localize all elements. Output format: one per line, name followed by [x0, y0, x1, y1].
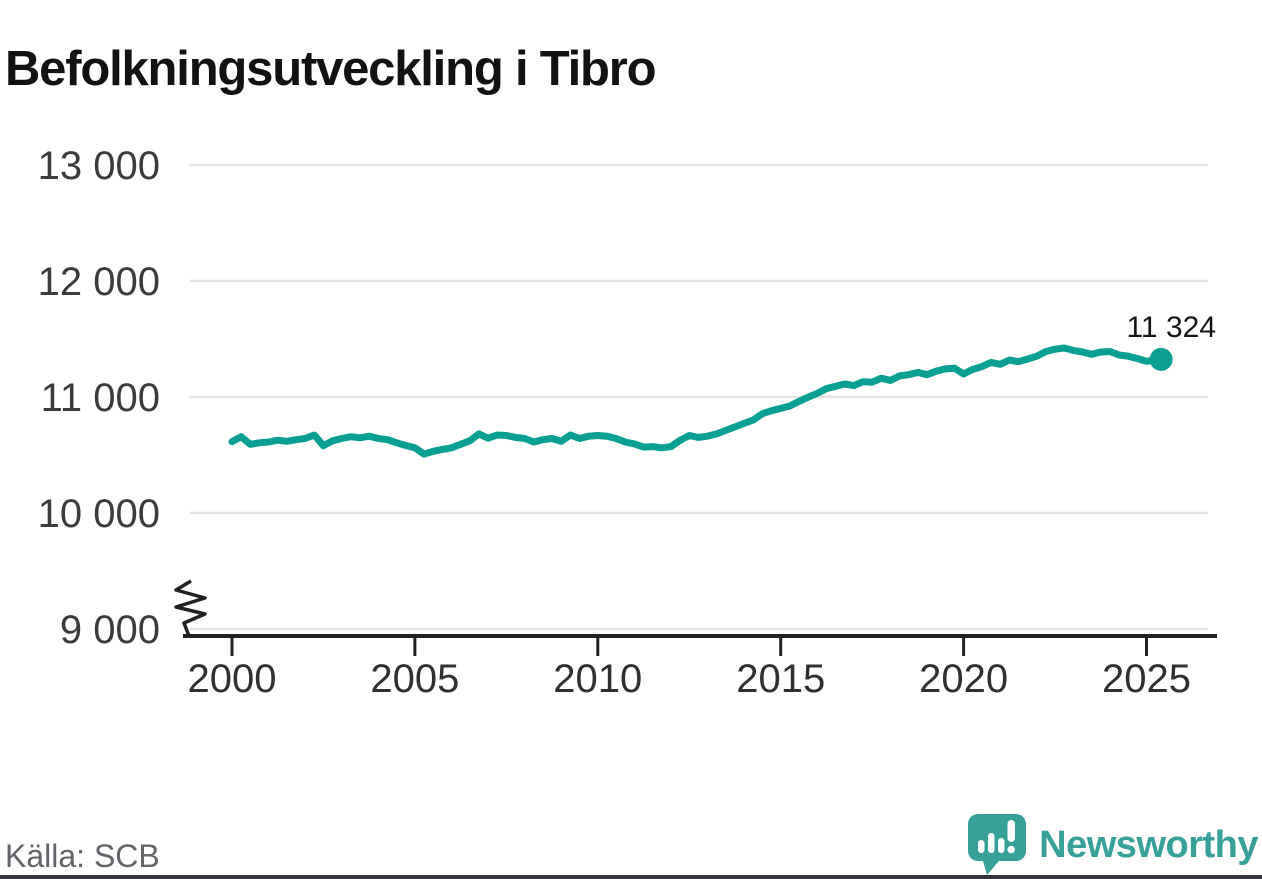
y-tick-label: 10 000 — [38, 492, 160, 536]
source-note: Källa: SCB — [5, 838, 160, 874]
x-tick-label: 2025 — [1102, 657, 1191, 701]
x-axis-labels: 2000 2005 2010 2015 2020 2025 — [188, 657, 1191, 701]
y-tick-label: 13 000 — [38, 144, 160, 188]
y-tick-label: 9 000 — [60, 608, 160, 652]
x-tick-label: 2015 — [736, 657, 825, 701]
bottom-border — [0, 875, 1262, 879]
axis-break-zigzag-icon — [174, 579, 207, 637]
x-tick-label: 2005 — [370, 657, 459, 701]
x-tick-label: 2000 — [188, 657, 277, 701]
end-point-label: 11 324 — [1126, 311, 1216, 344]
x-axis-tick-marks — [230, 637, 1148, 656]
newsworthy-wordmark: Newsworthy — [1039, 823, 1258, 866]
x-tick-label: 2020 — [919, 657, 1008, 701]
population-line — [228, 344, 1165, 458]
y-tick-label: 11 000 — [41, 376, 160, 420]
page-title: Befolkningsutveckling i Tibro — [5, 41, 657, 96]
y-tick-label: 12 000 — [38, 260, 160, 304]
y-axis-labels: 13 000 12 000 11 000 10 000 9 000 — [38, 144, 160, 652]
x-tick-label: 2010 — [553, 657, 642, 701]
newsworthy-logo: Newsworthy — [968, 814, 1258, 876]
end-point-dot — [1149, 347, 1173, 371]
gridlines — [190, 163, 1208, 631]
bar-chart-speech-bubble-icon — [968, 814, 1027, 875]
